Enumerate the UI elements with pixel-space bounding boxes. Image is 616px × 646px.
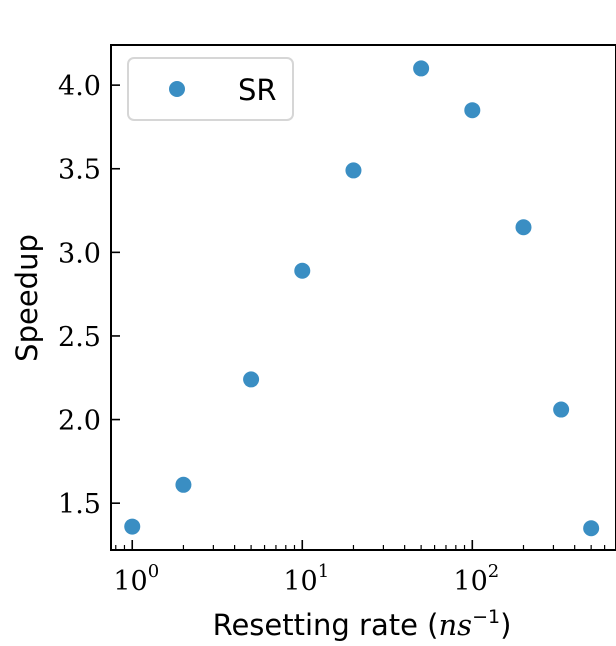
y-tick-label-2: 2.5	[58, 322, 101, 353]
data-point-0-7	[515, 219, 532, 236]
axis-major-ticks	[111, 84, 474, 550]
data-point-0-0	[124, 518, 141, 535]
x-axis-label: Resetting rate (ns−1)	[213, 606, 512, 642]
data-points	[124, 60, 600, 537]
y-tick-label-4: 3.5	[58, 155, 101, 186]
x-axis-label-exponent: −1	[472, 606, 500, 628]
y-tick-label-5: 4.0	[58, 71, 101, 102]
y-tick-label-3: 3.0	[58, 238, 101, 269]
data-point-0-4	[345, 162, 362, 179]
x-axis-label-close-paren: )	[500, 608, 511, 642]
x-axis-label-text: Resetting rate	[213, 608, 428, 642]
y-tick-label-1: 2.0	[58, 406, 101, 437]
data-point-0-1	[175, 476, 192, 493]
legend-box	[127, 57, 294, 121]
data-point-0-6	[464, 102, 481, 119]
x-tick-label-0: 100	[113, 561, 159, 597]
data-point-0-3	[294, 262, 311, 279]
x-tick-label-1: 101	[283, 561, 329, 597]
legend: SR	[127, 57, 294, 121]
legend-label-sr: SR	[238, 73, 277, 107]
y-axis-label: Speedup	[10, 234, 44, 362]
data-point-0-5	[413, 60, 430, 77]
x-axis-label-unit: ns	[439, 608, 473, 642]
legend-marker-sr	[169, 81, 185, 97]
y-tick-label-0: 1.5	[58, 489, 101, 520]
x-axis-label-open-paren: (	[427, 608, 438, 642]
plot-frame	[110, 44, 616, 551]
x-tick-label-2: 102	[453, 561, 499, 597]
tick-labels: 1.5 2.0 2.5 3.0 3.5 4.0 100 101 102	[58, 71, 499, 597]
data-point-0-2	[243, 371, 260, 388]
data-point-0-9	[583, 520, 600, 537]
data-point-0-8	[553, 401, 570, 418]
